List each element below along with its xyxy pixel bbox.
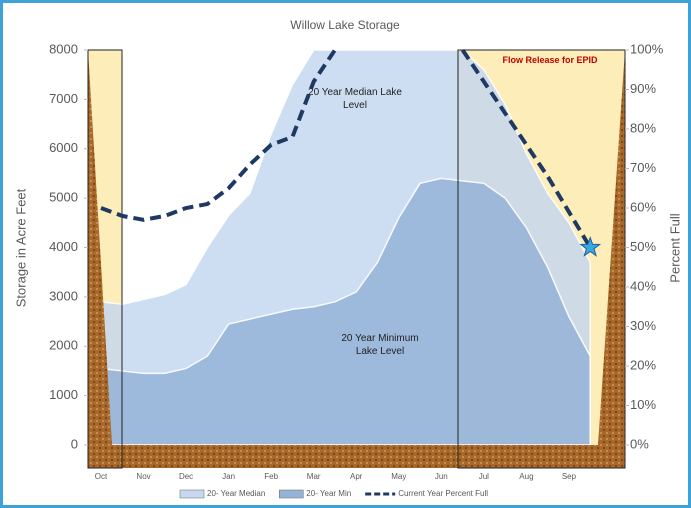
y-tick-label: 3000 (49, 288, 78, 303)
x-tick-label: Jul (479, 472, 489, 481)
y-tick-label: 4000 (49, 239, 78, 254)
y2-tick-label: 50% (630, 239, 656, 254)
y-tick-label: 7000 (49, 91, 78, 106)
x-tick-label: Nov (136, 472, 150, 481)
legend-swatch (279, 489, 304, 499)
y-tick-label: 8000 (49, 41, 78, 56)
annotation: Flow Release for EPID (502, 55, 598, 65)
y2-axis-label: Percent Full (667, 213, 682, 282)
legend-label: 20- Year Median (207, 489, 265, 498)
annotation: 20 Year Minimum Lake Level (341, 333, 419, 357)
x-tick-label: Mar (307, 472, 321, 481)
y2-tick-label: 90% (630, 81, 656, 96)
x-tick-label: Aug (519, 472, 533, 481)
y-tick-label: 2000 (49, 338, 78, 353)
y-axis-label: Storage in Acre Feet (13, 188, 28, 307)
y2-tick-label: 30% (630, 318, 656, 333)
x-tick-label: Dec (179, 472, 193, 481)
x-tick-label: Oct (95, 472, 108, 481)
y2-tick-label: 100% (630, 41, 664, 56)
y2-tick-label: 70% (630, 160, 656, 175)
y-tick-label: 0 (71, 436, 78, 451)
area (100, 177, 591, 446)
x-tick-label: Apr (350, 472, 363, 481)
legend-label: Current Year Percent Full (398, 489, 488, 498)
x-tick-label: Sep (562, 472, 577, 481)
chart-title: Willow Lake Storage (290, 18, 400, 32)
y2-tick-label: 80% (630, 120, 656, 135)
y2-tick-label: 40% (630, 278, 656, 293)
annotation: 20 Year Median Lake Level (308, 87, 402, 111)
y-tick-label: 6000 (49, 140, 78, 155)
y2-tick-label: 0% (630, 436, 649, 451)
y2-tick-label: 60% (630, 199, 656, 214)
legend-swatch (179, 489, 205, 499)
x-tick-label: Feb (264, 472, 278, 481)
y-tick-label: 1000 (49, 387, 78, 402)
x-tick-label: Jun (435, 472, 448, 481)
legend-label: 20- Year Min (306, 489, 351, 498)
y2-tick-label: 20% (630, 357, 656, 372)
x-tick-label: May (391, 472, 406, 481)
y2-tick-label: 10% (630, 397, 656, 412)
areas (100, 49, 591, 446)
line (100, 48, 592, 249)
x-tick-label: Jan (222, 472, 235, 481)
decoration (87, 49, 626, 469)
star-marker (579, 235, 602, 257)
y-tick-label: 5000 (49, 190, 78, 205)
